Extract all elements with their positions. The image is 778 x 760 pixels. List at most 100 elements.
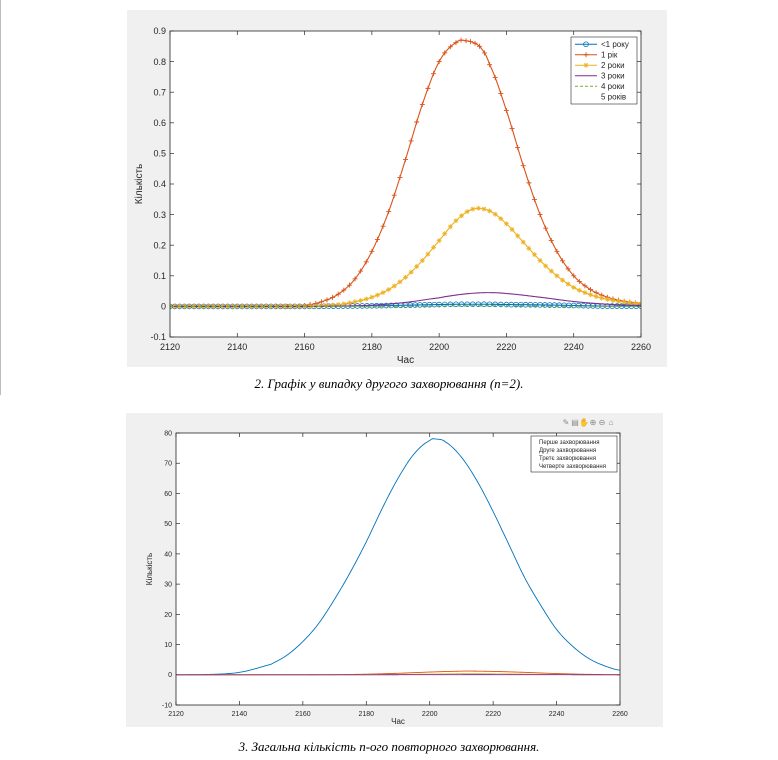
- series-1-point: [526, 180, 532, 186]
- series-1-point: [492, 75, 498, 81]
- series-2-point: [447, 224, 453, 230]
- y-tick-label: 40: [164, 551, 172, 558]
- series-1-point: [397, 175, 403, 181]
- series-1-point: [425, 85, 431, 91]
- series-2-point: [492, 211, 498, 217]
- chart2-caption: 3. Загальна кількість n-ого повторного з…: [238, 739, 540, 754]
- series-0-point: [492, 301, 499, 308]
- y-tick-label: 0.3: [153, 210, 166, 220]
- legend-marker-1: [583, 52, 589, 58]
- y-tick-label: 60: [164, 491, 172, 498]
- series-1-point: [503, 108, 509, 114]
- y-axis-label: Кількість: [145, 553, 154, 585]
- series-2-point: [470, 206, 476, 212]
- series-0-point: [447, 301, 454, 308]
- series-2-point: [464, 209, 470, 215]
- y-tick-label: 0.9: [153, 26, 166, 36]
- legend-label-2: Третє захворювання: [539, 456, 596, 462]
- x-axis-label: Час: [391, 717, 405, 726]
- series-2-point: [335, 302, 341, 308]
- series-2-point: [330, 302, 336, 308]
- chart1-group: 2120 2140 2160 2180 2200 2220 2240 2260 -0.1 0 0.1…: [134, 26, 651, 366]
- series-2-point: [386, 287, 392, 293]
- series-0-point: [458, 301, 465, 308]
- series-1-point: [352, 276, 358, 282]
- zoom-out-icon: ⊖: [599, 418, 606, 427]
- chart2-panel: 2120 2140 2160 2180 2200 2220 2240 2260 -10 0 10 20…: [126, 413, 663, 727]
- y-tick-label: 0: [168, 672, 172, 679]
- series-0-point: [469, 301, 476, 308]
- x-axis-label: Час: [397, 355, 414, 366]
- y-tick-label: 0.4: [153, 179, 166, 189]
- x-tick-label: 2160: [295, 711, 311, 718]
- home-icon: ⌂: [609, 418, 614, 427]
- series-2-point: [621, 299, 627, 305]
- series-2-point: [588, 292, 594, 298]
- x-tick-label: 2200: [429, 342, 449, 352]
- chart1-plot-area: [170, 31, 641, 337]
- series-1-point: [391, 192, 397, 198]
- series-1-point: [537, 212, 543, 218]
- series-1-point: [330, 294, 336, 300]
- series-2-point: [453, 218, 459, 224]
- series-2-point: [560, 277, 565, 283]
- series-2-point: [442, 231, 448, 237]
- legend-label-3: Четверте захворювання: [539, 464, 606, 470]
- series-1-point: [468, 39, 474, 45]
- series-1-point: [458, 37, 464, 43]
- legend-label-0: Перше захворювання: [539, 440, 600, 446]
- series-2-point: [369, 294, 375, 300]
- series-1-point: [463, 38, 469, 44]
- legend-marker-0: [583, 41, 589, 48]
- series-1-point: [498, 91, 504, 97]
- series-0-point: [436, 301, 442, 308]
- series-2-point: [419, 258, 425, 263]
- series-1-point: [472, 40, 478, 46]
- series-1-point: [363, 259, 369, 265]
- zoom-in-icon: ⊕: [590, 418, 597, 427]
- series-2-point: [520, 239, 526, 245]
- series-2-point: [324, 302, 330, 308]
- series-1-point: [369, 248, 375, 254]
- series-1-point: [543, 225, 549, 231]
- series-2-point: [548, 268, 554, 274]
- series-line-0: [176, 438, 620, 676]
- x-tick-label: 2160: [295, 342, 315, 352]
- series-2-point: [397, 279, 403, 285]
- y-tick-label: 0: [161, 302, 166, 312]
- legend-marker-2: [583, 62, 589, 68]
- legend-label-2: 2 роки: [601, 61, 625, 70]
- series-2-point: [391, 283, 397, 289]
- series-1-point: [380, 223, 386, 229]
- series-0-point: [486, 301, 493, 308]
- series-2-point: [610, 297, 616, 303]
- series-1-point: [571, 273, 577, 279]
- legend-label-1: 1 рік: [601, 51, 618, 60]
- page-left-border: [0, 0, 1, 395]
- series-2-point: [632, 301, 638, 307]
- y-tick-label: 10: [164, 642, 172, 649]
- series-2-point: [543, 263, 549, 269]
- x-tick-label: 2180: [358, 711, 374, 718]
- series-1-point: [453, 40, 459, 46]
- x-tick-label: 2180: [362, 342, 382, 352]
- brush-icon: ✎: [563, 418, 570, 427]
- series-0-point: [475, 301, 482, 308]
- series-1-point: [358, 268, 364, 274]
- series-1-point: [408, 138, 414, 144]
- series-2-point: [459, 213, 465, 219]
- x-tick-label: 2260: [612, 711, 628, 718]
- chart2-frame: [175, 432, 621, 706]
- series-1-point: [576, 278, 582, 284]
- legend-label-4: 4 роки: [601, 82, 625, 91]
- series-1-point: [403, 157, 408, 163]
- y-tick-label: 0.2: [153, 240, 166, 250]
- series-0-point: [453, 301, 459, 308]
- y-tick-label: -0.1: [150, 332, 166, 342]
- chart2-legend: Перше захворювання Друге захворювання Трет…: [530, 435, 618, 473]
- series-1-point: [431, 71, 437, 77]
- series-1-point: [515, 144, 521, 150]
- series-2-point: [436, 238, 442, 244]
- x-tick-label: 2140: [232, 711, 248, 718]
- series-1-point: [548, 237, 554, 243]
